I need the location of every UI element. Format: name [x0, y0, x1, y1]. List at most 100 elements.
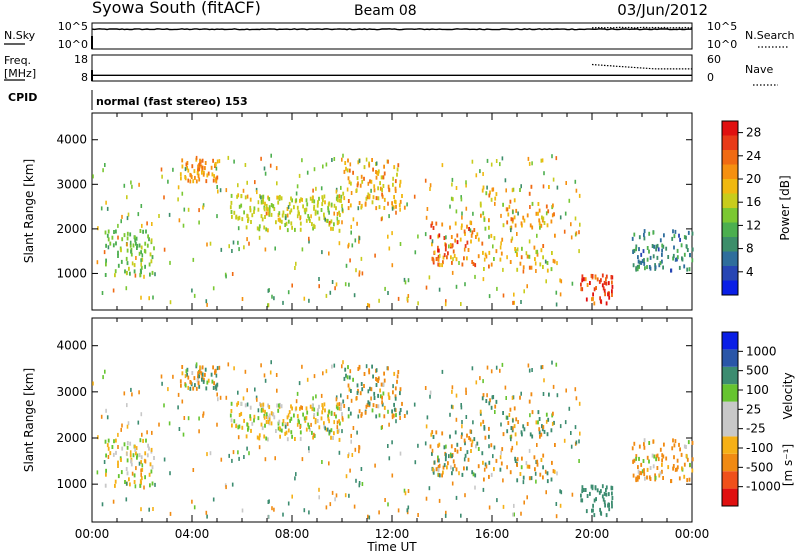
scatter-cell	[112, 499, 115, 504]
scatter-cell	[534, 471, 537, 476]
scatter-cell	[511, 426, 514, 431]
scatter-cell	[215, 166, 218, 171]
scatter-cell	[140, 468, 142, 473]
scatter-cell	[338, 419, 340, 424]
scatter-cell	[107, 229, 110, 234]
scatter-cell	[230, 210, 233, 214]
scatter-cell	[206, 302, 208, 307]
scatter-cell	[646, 475, 648, 480]
scatter-cell	[544, 469, 547, 474]
scatter-cell	[367, 400, 370, 405]
scatter-cell	[490, 197, 493, 202]
scatter-cell	[538, 427, 541, 432]
scatter-cell	[237, 450, 239, 455]
scatter-cell	[138, 251, 141, 256]
scatter-cell	[592, 292, 594, 297]
scatter-cell	[243, 455, 245, 459]
scatter-cell	[282, 419, 285, 423]
scatter-cell	[450, 255, 452, 260]
scatter-cell	[299, 221, 302, 226]
scatter-cell	[541, 158, 544, 163]
scatter-cell	[240, 194, 243, 199]
scatter-cell	[520, 430, 523, 435]
scatter-cell	[353, 293, 356, 298]
scatter-cell	[672, 464, 675, 468]
scatter-cell	[241, 217, 244, 222]
scatter-cell	[295, 399, 298, 404]
scatter-cell	[181, 399, 184, 404]
scatter-cell	[445, 510, 447, 515]
scatter-cell	[372, 195, 375, 200]
scatter-cell	[126, 216, 129, 221]
scatter-cell	[661, 458, 663, 463]
scatter-cell	[345, 474, 348, 479]
scatter-cell	[298, 211, 300, 216]
scatter-cell	[194, 383, 196, 388]
scatter-cell	[177, 197, 179, 202]
scatter-cell	[209, 241, 212, 246]
scatter-cell	[536, 249, 539, 254]
scatter-cell	[633, 458, 636, 463]
scatter-cell	[441, 222, 444, 227]
scatter-cell	[248, 451, 250, 456]
scatter-cell	[475, 380, 478, 385]
scatter-cell	[542, 244, 545, 248]
scatter-cell	[488, 474, 490, 479]
scatter-cell	[550, 219, 553, 224]
scatter-cell	[377, 379, 380, 383]
scatter-cell	[546, 471, 549, 476]
scatter-cell	[373, 391, 376, 396]
scatter-cell	[160, 167, 163, 172]
station-title: Syowa South (fitACF)	[92, 0, 261, 17]
velocity-frame	[91, 317, 693, 523]
noise-right-tick-top: 10^5	[707, 20, 737, 33]
scatter-cell	[347, 176, 350, 181]
scatter-cell	[555, 362, 558, 367]
scatter-cell	[442, 255, 445, 260]
scatter-cell	[678, 442, 680, 447]
scatter-cell	[260, 214, 263, 219]
scatter-cell	[688, 267, 691, 272]
scatter-cell	[350, 191, 353, 195]
scatter-cell	[330, 226, 332, 231]
scatter-cell	[189, 179, 192, 184]
scatter-cell	[676, 255, 679, 260]
scatter-cell	[126, 403, 128, 408]
scatter-cell	[253, 418, 255, 423]
scatter-cell	[197, 167, 199, 172]
scatter-cell	[168, 212, 171, 217]
scatter-cell	[459, 447, 462, 451]
power-colorbar-cell	[722, 208, 738, 223]
scatter-cell	[380, 217, 383, 222]
scatter-cell	[371, 408, 374, 413]
scatter-cell	[581, 485, 584, 490]
scatter-cell	[685, 445, 687, 449]
scatter-cell	[520, 184, 522, 189]
scatter-cell	[522, 475, 525, 480]
scatter-cell	[477, 464, 480, 469]
scatter-cell	[257, 200, 260, 205]
scatter-cell	[528, 161, 531, 166]
scatter-cell	[635, 456, 637, 461]
scatter-cell	[344, 493, 347, 498]
scatter-cell	[522, 424, 525, 429]
scatter-cell	[432, 435, 435, 439]
scatter-cell	[542, 453, 545, 458]
scatter-cell	[441, 431, 444, 436]
scatter-cell	[323, 212, 325, 217]
scatter-cell	[299, 227, 302, 232]
scatter-cell	[683, 474, 686, 479]
scatter-cell	[250, 220, 252, 224]
velocity-colorbar-label: Velocity	[781, 372, 795, 419]
scatter-cell	[417, 301, 419, 306]
scatter-cell	[120, 458, 122, 462]
scatter-cell	[508, 413, 511, 417]
scatter-cell	[513, 503, 515, 508]
scatter-cell	[245, 225, 248, 230]
scatter-cell	[105, 408, 107, 413]
scatter-cell	[306, 170, 309, 175]
scatter-cell	[382, 184, 385, 188]
scatter-cell	[521, 432, 523, 437]
scatter-cell	[169, 471, 171, 476]
